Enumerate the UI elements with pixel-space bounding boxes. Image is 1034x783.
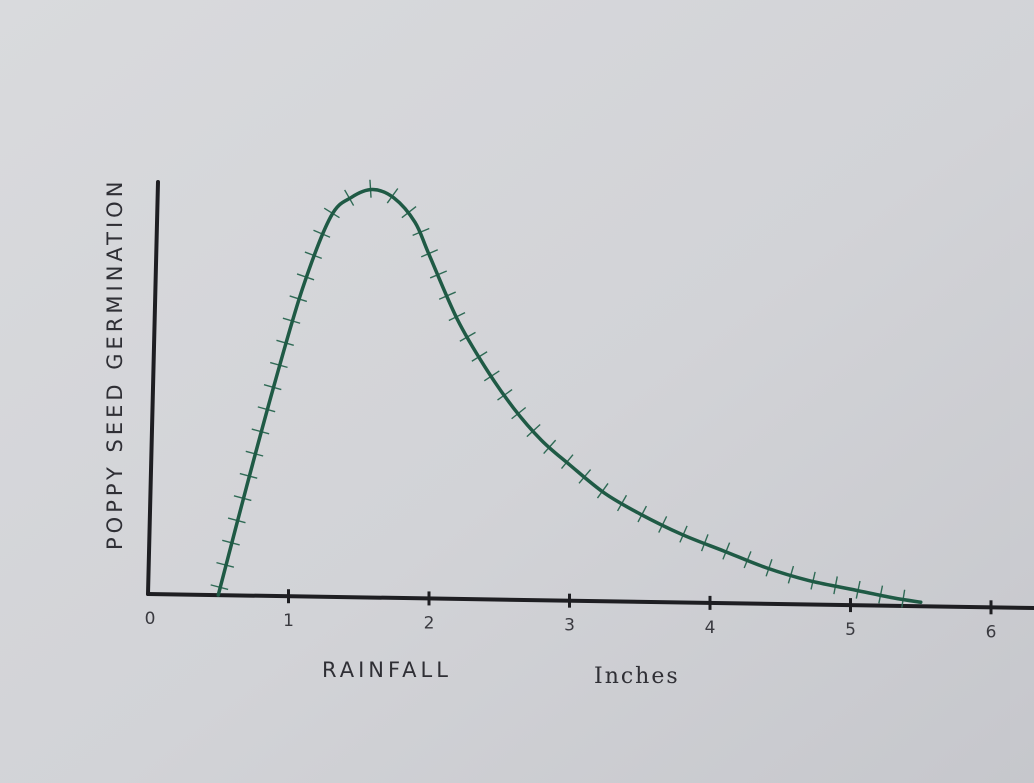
y-axis-line (146, 180, 160, 596)
y-axis-title: POPPY SEED GERMINATION (103, 178, 127, 550)
x-axis-line (146, 592, 1034, 610)
x-tick-label: 3 (564, 616, 575, 636)
x-axis-title: RAINFALL (322, 658, 452, 682)
x-tick-label: 6 (986, 622, 997, 642)
x-tick-label: 0 (145, 609, 156, 629)
x-axis-unit: Inches (594, 664, 680, 689)
x-tick-label: 5 (845, 620, 856, 640)
germination-curve (216, 187, 923, 604)
x-tick-label: 2 (424, 613, 435, 633)
x-axis-ticks: 0 1 2 3 4 5 6 (145, 589, 997, 642)
x-tick-label: 1 (283, 611, 294, 631)
x-tick-label: 4 (705, 618, 716, 638)
axes (146, 180, 1034, 610)
